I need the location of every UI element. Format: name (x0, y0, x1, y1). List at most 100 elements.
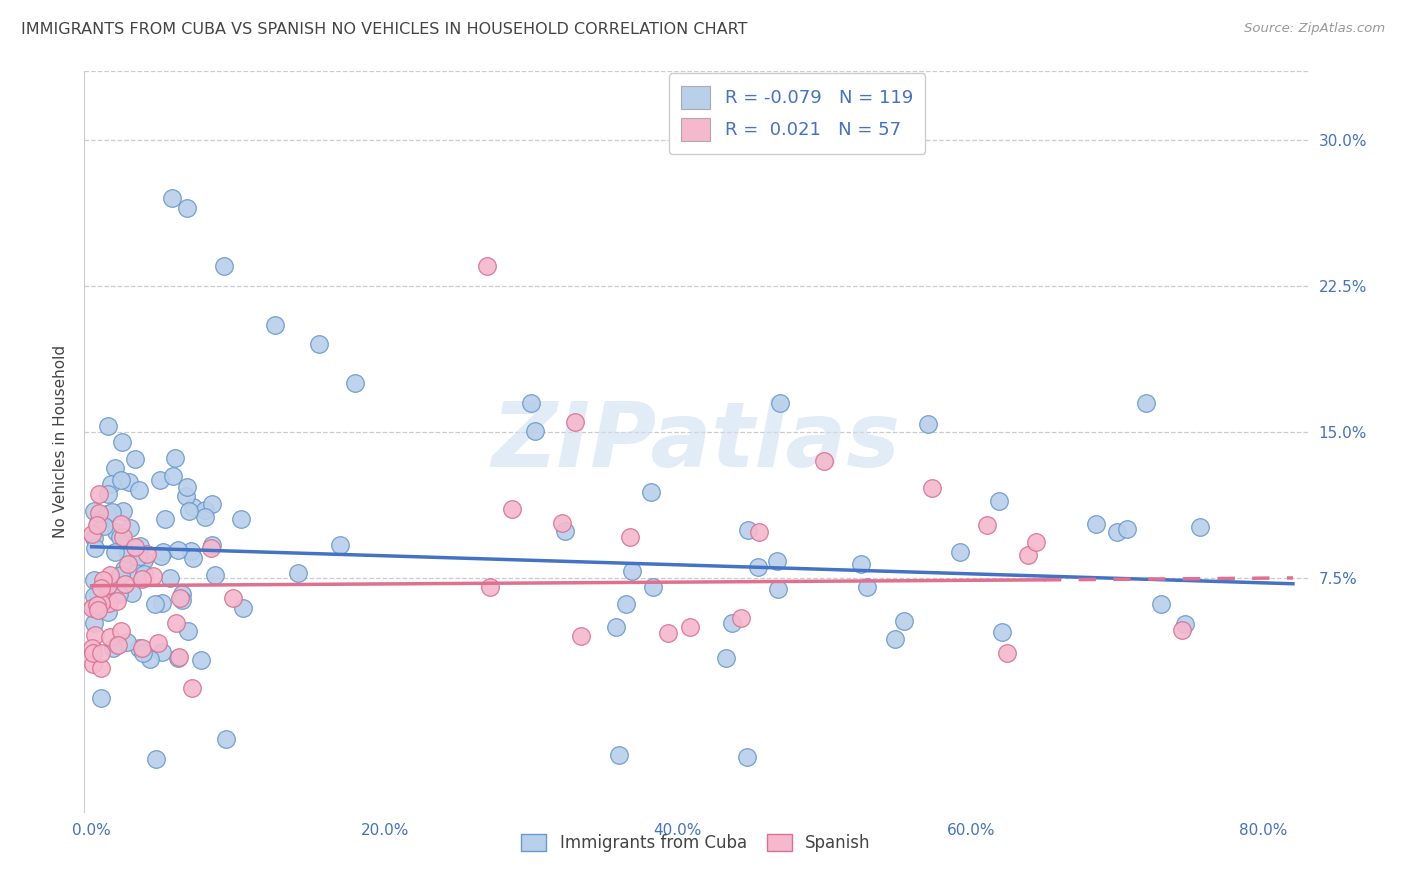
Point (136, 547, 159, 561)
Point (90, 512, 112, 526)
Point (813, 454, 835, 468)
Point (97, 605, 120, 619)
Point (730, 611, 752, 625)
Point (82, 657, 104, 671)
Point (524, 424, 547, 438)
Text: ZIPatlas: ZIPatlas (492, 398, 900, 485)
Point (162, 191, 184, 205)
Point (194, 510, 217, 524)
Point (112, 562, 135, 576)
Point (143, 597, 166, 611)
Point (988, 494, 1011, 508)
Point (111, 435, 134, 450)
Point (104, 524, 127, 539)
Point (80, 640, 103, 655)
Point (851, 557, 873, 571)
Point (110, 624, 132, 638)
Point (87, 603, 110, 617)
Point (131, 641, 153, 656)
Point (167, 651, 190, 665)
Point (190, 653, 212, 667)
Point (550, 516, 572, 531)
Point (128, 483, 150, 498)
Point (287, 566, 309, 580)
Point (87, 486, 110, 500)
Point (108, 530, 131, 544)
Point (83, 589, 105, 603)
Point (93, 518, 115, 533)
Point (104, 544, 127, 558)
Point (1188, 520, 1211, 534)
Point (170, 587, 193, 601)
Point (181, 681, 204, 695)
Point (159, 571, 181, 585)
Point (990, 624, 1012, 639)
Point (82, 646, 104, 660)
Point (121, 586, 143, 600)
Point (149, 549, 172, 564)
Point (1017, 548, 1039, 562)
Point (100, 477, 122, 491)
Point (90, 647, 112, 661)
Point (344, 376, 367, 390)
Point (111, 504, 134, 518)
Point (96, 507, 118, 521)
Point (129, 539, 152, 553)
Point (124, 451, 146, 466)
Point (90, 582, 112, 596)
Point (1085, 516, 1108, 531)
Point (80, 527, 103, 541)
Point (87, 506, 110, 520)
Point (83, 504, 105, 518)
Point (614, 597, 637, 611)
Point (174, 489, 197, 503)
Point (747, 559, 769, 574)
Point (87, 588, 110, 602)
Point (308, 337, 330, 351)
Point (131, 572, 153, 586)
Point (97, 596, 120, 610)
Point (163, 451, 186, 466)
Point (138, 652, 160, 666)
Point (181, 500, 204, 515)
Point (643, 581, 665, 595)
Point (146, 636, 169, 650)
Point (769, 395, 792, 409)
Point (221, 591, 243, 606)
Point (117, 557, 139, 571)
Point (177, 504, 200, 518)
Point (105, 594, 128, 608)
Point (128, 640, 150, 655)
Point (152, 545, 174, 559)
Point (83, 532, 105, 546)
Point (117, 546, 139, 560)
Text: Source: ZipAtlas.com: Source: ZipAtlas.com (1244, 22, 1385, 36)
Point (127, 550, 149, 565)
Point (169, 591, 191, 605)
Point (679, 620, 702, 634)
Point (263, 318, 285, 332)
Point (115, 635, 138, 649)
Point (194, 503, 217, 517)
Point (1174, 616, 1197, 631)
Point (104, 638, 127, 652)
Point (569, 629, 592, 643)
Point (97, 578, 120, 592)
Point (149, 473, 172, 487)
Point (83, 573, 105, 587)
Point (212, 259, 235, 273)
Point (108, 569, 131, 583)
Point (607, 748, 630, 763)
Point (1025, 534, 1047, 549)
Point (201, 538, 224, 552)
Point (86, 598, 108, 612)
Point (86, 518, 108, 533)
Point (1171, 623, 1194, 637)
Point (1105, 524, 1128, 539)
Point (893, 614, 915, 628)
Point (152, 596, 174, 610)
Point (884, 632, 907, 646)
Point (477, 259, 499, 273)
Point (124, 540, 146, 554)
Point (232, 601, 254, 615)
